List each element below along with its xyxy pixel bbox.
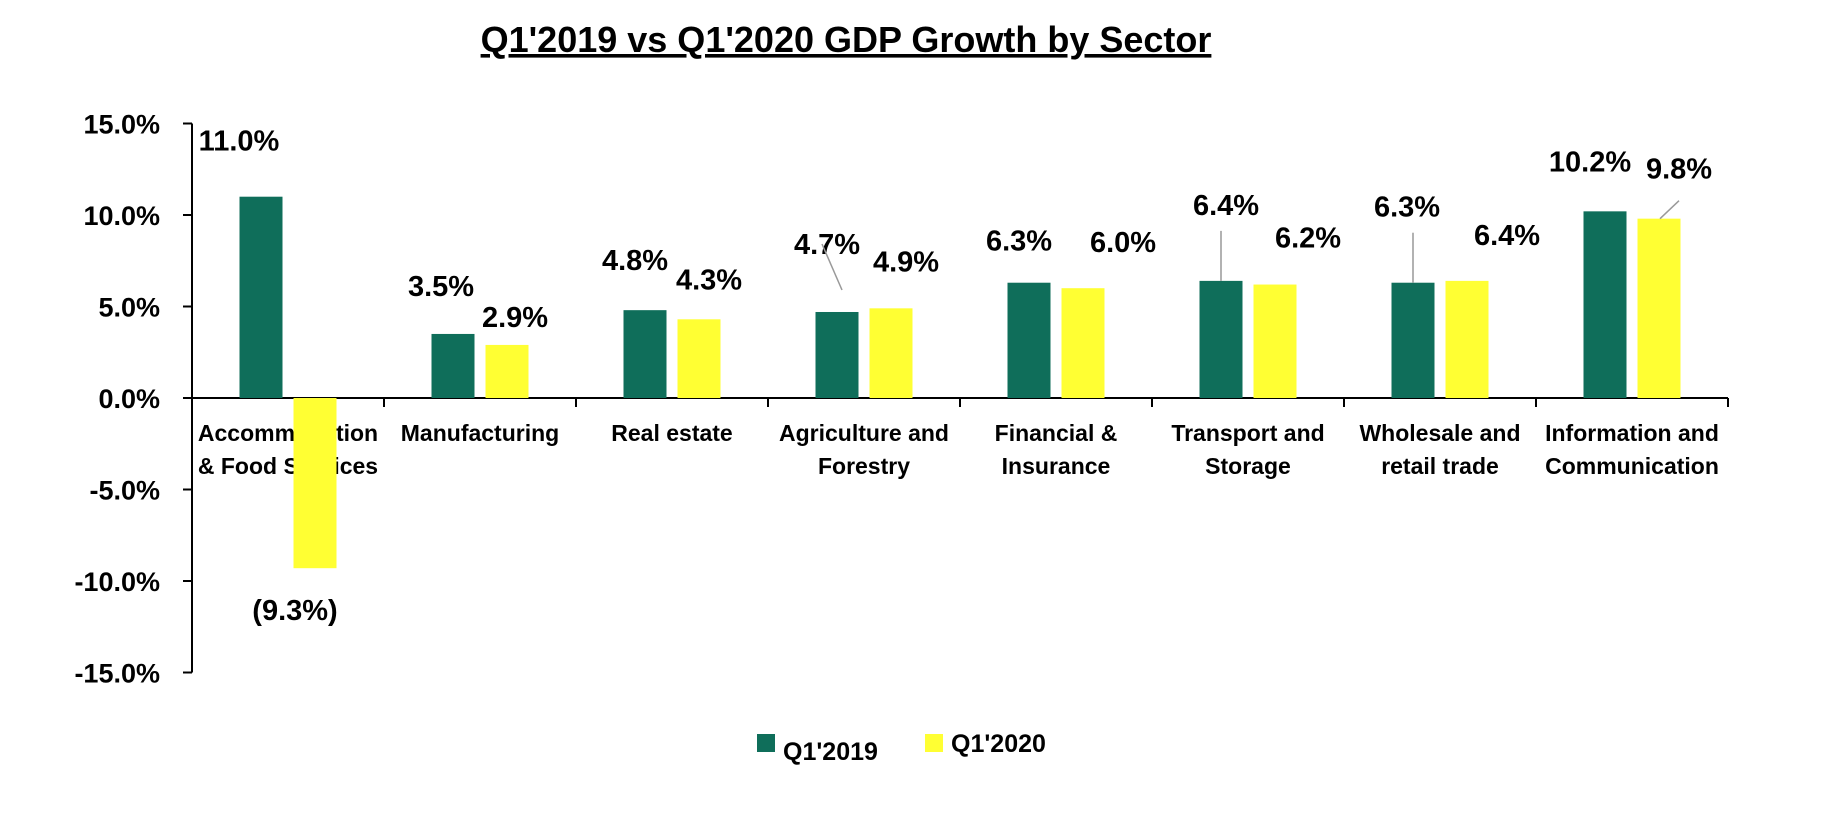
x-category-label: Insurance [1002, 453, 1111, 479]
bar-q1-2020 [677, 319, 721, 398]
bar-q1-2020 [1061, 288, 1105, 398]
x-category-label: & Food Services [198, 453, 378, 479]
label-leader-line [821, 243, 843, 291]
x-category-label: Transport and [1171, 420, 1324, 446]
x-category-label: Communication [1545, 453, 1719, 479]
data-label: 4.9% [873, 246, 939, 278]
data-label: 6.2% [1275, 223, 1341, 255]
chart-bars [239, 196, 1681, 569]
y-tick-label: 15.0% [83, 110, 160, 140]
data-label: 10.2% [1549, 146, 1631, 178]
x-category-label: Accommodation [198, 420, 378, 446]
legend-label: Q1'2020 [951, 730, 1046, 758]
bar-q1-2019 [815, 311, 859, 398]
bar-q1-2020 [1445, 280, 1489, 398]
x-category-label: Wholesale and [1359, 420, 1520, 446]
data-label: 4.3% [676, 264, 742, 296]
data-label: 6.4% [1193, 190, 1259, 222]
bar-q1-2020 [1637, 218, 1681, 398]
label-leader-line [1659, 200, 1680, 220]
bar-q1-2020 [1253, 284, 1297, 398]
data-label: 9.8% [1646, 154, 1712, 186]
bar-q1-2019 [623, 310, 667, 398]
bar-q1-2020 [485, 344, 529, 398]
data-label: 2.9% [482, 302, 548, 334]
bar-q1-2019 [1583, 211, 1627, 398]
x-category-label: retail trade [1381, 453, 1499, 479]
y-tick-label: -5.0% [89, 476, 160, 506]
y-tick-label: 5.0% [98, 293, 160, 323]
data-label: 3.5% [408, 271, 474, 303]
bar-q1-2019 [431, 333, 475, 398]
bar-q1-2020 [293, 398, 337, 569]
legend-swatch [757, 734, 775, 752]
data-label: 6.4% [1474, 220, 1540, 252]
bar-q1-2020 [869, 308, 913, 398]
bar-q1-2019 [1199, 280, 1243, 398]
y-tick-label: -15.0% [74, 659, 160, 689]
data-label: 11.0% [199, 126, 280, 158]
x-category-label: Storage [1205, 453, 1291, 479]
chart-axes: 15.0% 10.0% 5.0% 0.0% -5.0% -10.0% -15.0% Accom… [74, 110, 1729, 689]
data-label: (9.3%) [252, 595, 337, 627]
bar-q1-2019 [239, 196, 283, 398]
chart-data-labels: 11.0%3.5%4.8%4.7% 6.3%6.4% 6.3%10.2%(9.3%)… [199, 126, 1713, 627]
legend-label: Q1'2019 [783, 738, 878, 766]
x-category-label: Information and [1545, 420, 1719, 446]
x-category-label: Manufacturing [401, 420, 559, 446]
x-category-label: Financial & [995, 420, 1118, 446]
chart-legend: Q1'2019 Q1'2020 [757, 730, 1046, 766]
y-tick-label: 10.0% [83, 201, 160, 231]
x-category-label: Agriculture and [779, 420, 949, 446]
legend-swatch [925, 734, 943, 752]
x-category-label: Forestry [818, 453, 910, 479]
bar-q1-2019 [1007, 282, 1051, 398]
data-label: 6.3% [1374, 192, 1440, 224]
data-label: 6.3% [986, 226, 1052, 258]
data-label: 4.8% [602, 245, 668, 277]
x-category-label: Real estate [611, 420, 732, 446]
data-label: 6.0% [1090, 227, 1156, 259]
chart-title: Q1'2019 vs Q1'2020 GDP Growth by Sector [481, 19, 1212, 60]
bar-q1-2019 [1391, 282, 1435, 398]
y-tick-label: 0.0% [98, 384, 160, 414]
y-tick-label: -10.0% [74, 567, 160, 597]
